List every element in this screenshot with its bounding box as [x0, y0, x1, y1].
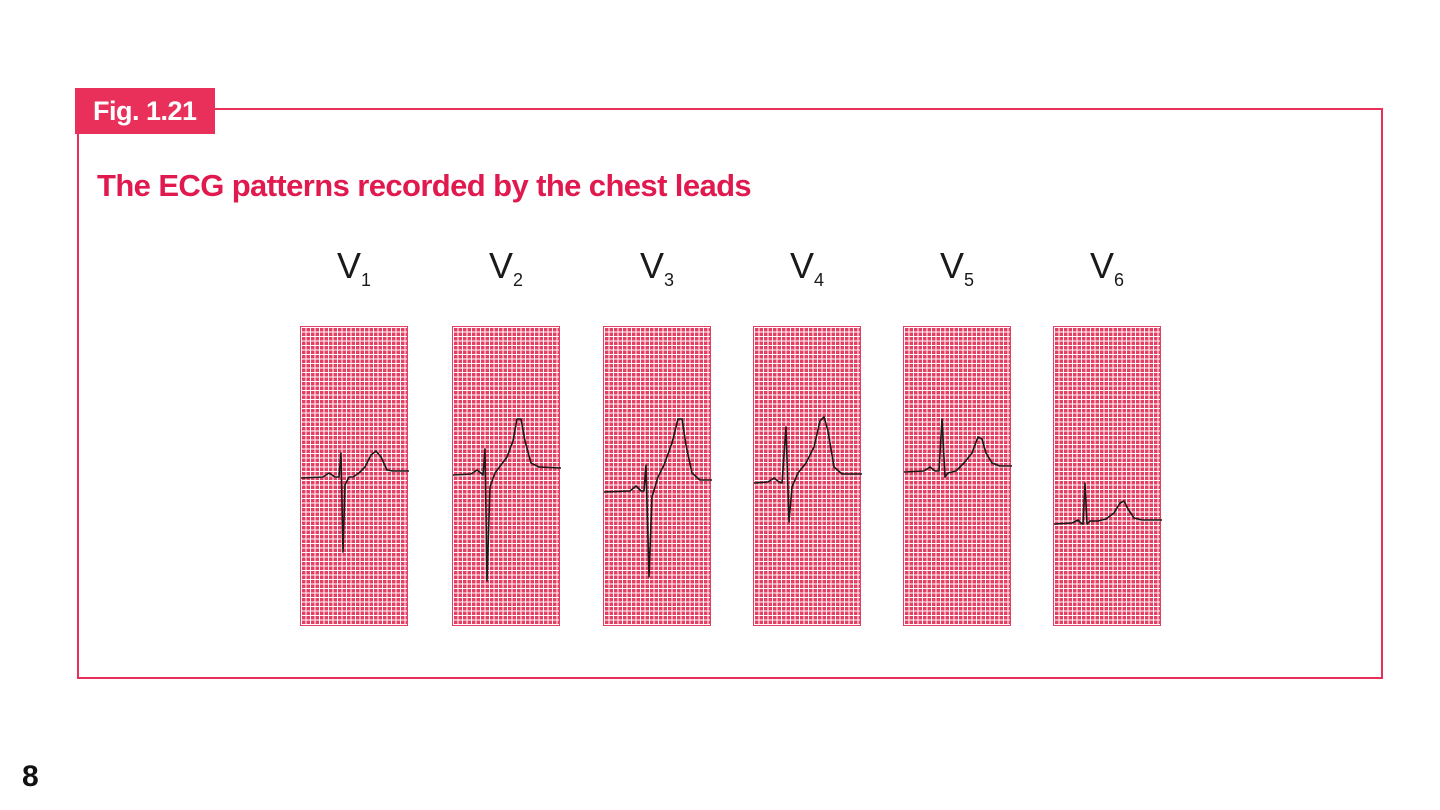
ecg-trace-v5 — [903, 418, 1012, 478]
ecg-trace-v2 — [452, 418, 562, 582]
ecg-trace-v4 — [753, 416, 862, 523]
ecg-strip-v3 — [603, 326, 712, 626]
ecg-trace-v1 — [300, 450, 409, 553]
ecg-strip-v6 — [1053, 326, 1162, 626]
ecg-strip-v4 — [753, 326, 862, 626]
ecg-strip-v5 — [903, 326, 1012, 626]
ecg-strip-v1 — [300, 326, 409, 626]
figure-frame — [77, 108, 1383, 679]
ecg-strip-v2 — [452, 326, 562, 626]
ecg-trace-v3 — [603, 418, 712, 578]
lead-label-v6: V6 — [1089, 245, 1125, 290]
lead-label-v1: V1 — [336, 245, 372, 290]
page-number: 8 — [22, 760, 39, 793]
ecg-trace-v6 — [1053, 482, 1162, 525]
figure-title: The ECG patterns recorded by the chest l… — [97, 168, 752, 203]
lead-label-v4: V4 — [789, 245, 825, 290]
lead-label-v3: V3 — [639, 245, 675, 290]
lead-label-v2: V2 — [488, 245, 524, 290]
lead-label-v5: V5 — [939, 245, 975, 290]
figure-tag: Fig. 1.21 — [75, 88, 215, 134]
